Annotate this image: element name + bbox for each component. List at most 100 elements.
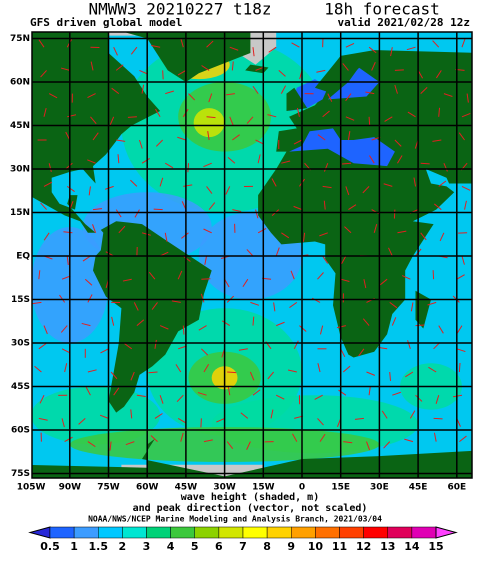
peak-direction-vector <box>201 348 209 356</box>
colorbar-bin <box>122 526 147 539</box>
lon-label: 0 <box>299 483 305 493</box>
peak-direction-vector <box>363 279 367 289</box>
peak-direction-vector <box>90 61 94 71</box>
credit: NOAA/NWS/NCEP Marine Modeling and Analys… <box>88 514 382 524</box>
peak-direction-vector <box>92 224 97 233</box>
peak-direction-vector <box>246 116 254 124</box>
peak-direction-vector <box>413 177 417 187</box>
model: GFS driven global model <box>30 16 182 29</box>
peak-direction-vector <box>116 139 126 142</box>
peak-direction-vector <box>415 324 425 327</box>
peak-direction-vector <box>141 158 150 164</box>
peak-direction-vector <box>404 438 414 443</box>
lat-label: 45S <box>11 382 30 392</box>
peak-direction-vector <box>227 157 236 164</box>
peak-direction-vector <box>428 366 437 373</box>
peak-direction-vector <box>293 340 299 350</box>
peak-direction-vector <box>289 301 298 308</box>
peak-direction-vector <box>221 320 231 327</box>
peak-direction-vector <box>229 116 234 126</box>
peak-direction-vector <box>347 131 351 141</box>
colorbar-label: 1 <box>70 540 78 553</box>
peak-direction-vector <box>345 186 350 196</box>
peak-direction-vector <box>148 371 158 374</box>
land <box>93 221 212 413</box>
peak-direction-vector <box>227 371 237 374</box>
peak-direction-vector <box>60 67 70 71</box>
peak-direction-vector <box>317 363 321 373</box>
peak-direction-vector <box>141 84 145 94</box>
peak-direction-vector <box>61 348 71 354</box>
peak-direction-vector <box>136 394 146 397</box>
peak-direction-vector <box>43 325 48 335</box>
colorbar-bin <box>266 526 292 539</box>
colorbar-bin <box>218 526 244 539</box>
peak-direction-vector <box>435 70 442 79</box>
peak-direction-vector <box>432 40 440 48</box>
peak-direction-vector <box>401 275 411 280</box>
peak-direction-vector <box>342 162 352 165</box>
peak-direction-vector <box>365 91 375 95</box>
peak-direction-vector <box>255 209 259 219</box>
peak-direction-vector <box>246 441 251 450</box>
peak-direction-vector <box>267 114 277 118</box>
peak-direction-vector <box>229 46 239 51</box>
peak-direction-vector <box>458 362 461 373</box>
peak-direction-vector <box>136 319 145 326</box>
peak-direction-vector <box>138 139 143 149</box>
peak-direction-vector <box>466 93 469 103</box>
land <box>32 438 472 478</box>
peak-direction-vector <box>394 139 402 147</box>
peak-direction-vector <box>164 232 168 242</box>
peak-direction-vector <box>66 185 75 192</box>
peak-direction-vector <box>188 93 196 101</box>
peak-direction-vector <box>84 278 93 286</box>
peak-direction-vector <box>252 389 261 396</box>
peak-direction-vector <box>165 90 175 95</box>
peak-direction-vector <box>154 339 157 349</box>
peak-direction-vector <box>207 131 210 141</box>
peak-direction-vector <box>225 186 231 195</box>
lat-label: 60S <box>11 426 30 436</box>
peak-direction-vector <box>281 232 290 239</box>
peak-direction-vector <box>322 255 329 264</box>
peak-direction-vector <box>392 391 401 396</box>
inland-sea <box>289 128 395 167</box>
peak-direction-vector <box>92 208 103 211</box>
peak-direction-vector <box>338 389 347 396</box>
peak-direction-vector <box>461 255 465 265</box>
peak-direction-vector <box>87 159 96 164</box>
peak-direction-vector <box>206 116 216 119</box>
peak-direction-vector <box>438 325 444 334</box>
peak-direction-vector <box>177 270 183 280</box>
peak-direction-vector <box>65 162 73 170</box>
peak-direction-vector <box>87 294 93 303</box>
peak-direction-vector <box>410 302 414 312</box>
peak-direction-vector <box>127 116 137 118</box>
peak-direction-vector <box>281 160 291 164</box>
peak-direction-vector <box>38 39 45 48</box>
colorbar-bin <box>242 526 268 539</box>
peak-direction-vector <box>201 65 210 71</box>
colorbar-bin <box>73 526 99 539</box>
peak-direction-vector <box>130 46 138 55</box>
peak-direction-vector <box>165 162 174 169</box>
peak-direction-vector <box>187 163 189 173</box>
peak-direction-vector <box>270 409 274 419</box>
peak-direction-vector <box>302 232 306 242</box>
peak-direction-vector <box>181 232 189 239</box>
peak-direction-vector <box>257 227 267 234</box>
peak-direction-vector <box>226 441 234 449</box>
colorbar-label: 7 <box>239 540 247 553</box>
lon-label: 60W <box>136 483 159 493</box>
colorbar-bin <box>146 526 171 539</box>
peak-direction-vector <box>111 316 115 326</box>
peak-direction-vector <box>438 180 447 187</box>
peak-direction-vector <box>99 414 109 419</box>
peak-direction-vector <box>438 107 441 117</box>
peak-direction-vector <box>407 111 416 118</box>
peak-direction-vector <box>317 418 324 426</box>
peak-direction-vector <box>250 301 260 306</box>
peak-direction-vector <box>232 134 240 141</box>
peak-direction-vector <box>171 300 181 303</box>
